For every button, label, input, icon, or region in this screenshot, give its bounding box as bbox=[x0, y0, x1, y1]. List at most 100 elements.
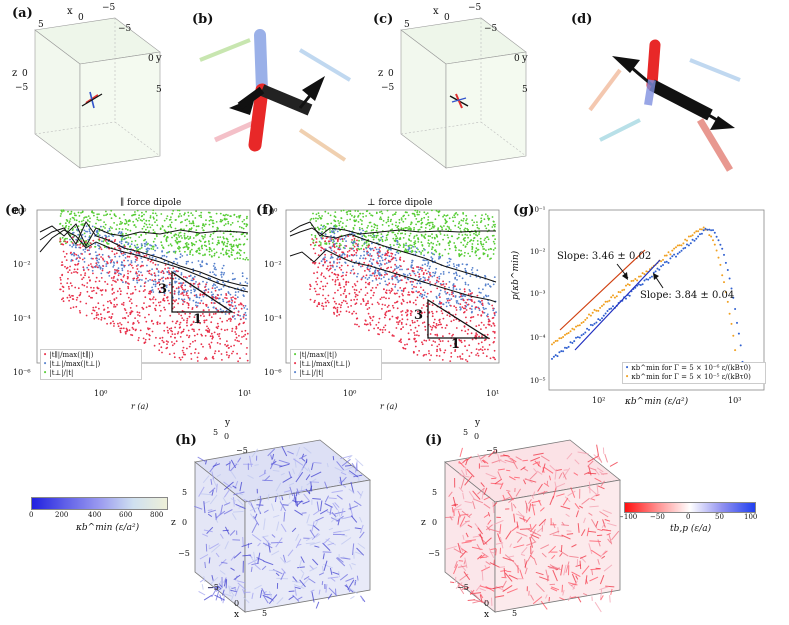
scatter-point bbox=[213, 262, 216, 265]
scatter-point bbox=[489, 285, 491, 287]
scatter-point bbox=[183, 228, 185, 231]
scatter-point bbox=[475, 332, 478, 334]
scatter-point bbox=[69, 213, 71, 216]
scatter-point bbox=[199, 294, 202, 297]
network-segment bbox=[318, 589, 321, 595]
scatter-point bbox=[181, 330, 184, 333]
scatter-point bbox=[134, 329, 137, 332]
scatter-point bbox=[107, 230, 109, 233]
scatter-point bbox=[315, 280, 317, 283]
distribution-point bbox=[662, 258, 664, 261]
scatter-point bbox=[409, 324, 412, 327]
network-segment bbox=[530, 594, 535, 601]
scatter-point bbox=[358, 239, 360, 242]
scatter-point bbox=[245, 217, 248, 220]
scatter-point bbox=[428, 303, 431, 305]
scatter-point bbox=[103, 309, 105, 311]
scatter-point bbox=[372, 258, 375, 261]
scatter-point bbox=[334, 307, 337, 310]
network-segment bbox=[529, 472, 537, 480]
network-segment bbox=[497, 471, 502, 480]
scatter-point bbox=[444, 218, 446, 221]
scatter-point bbox=[330, 238, 333, 240]
scatter-point bbox=[213, 230, 216, 233]
plot-f-tri-run: 1 bbox=[451, 337, 461, 352]
network-segment bbox=[581, 497, 590, 505]
scatter-point bbox=[69, 218, 72, 220]
scatter-point bbox=[205, 319, 208, 321]
scatter-point bbox=[396, 240, 399, 243]
network-segment bbox=[570, 596, 577, 599]
scatter-point bbox=[195, 250, 198, 253]
network-segment bbox=[222, 497, 228, 505]
scatter-point bbox=[380, 236, 383, 239]
scatter-point bbox=[125, 281, 127, 284]
scatter-point bbox=[417, 276, 420, 278]
scatter-point bbox=[361, 235, 364, 238]
scatter-point bbox=[331, 245, 334, 248]
scatter-point bbox=[233, 214, 236, 216]
scatter-point bbox=[95, 316, 98, 319]
network-segment bbox=[341, 476, 347, 484]
scatter-point bbox=[482, 288, 484, 291]
scatter-point bbox=[231, 272, 234, 275]
scatter-point bbox=[105, 265, 108, 267]
scatter-point bbox=[451, 291, 453, 293]
scatter-point bbox=[452, 295, 455, 297]
scatter-point bbox=[407, 214, 410, 217]
scatter-point bbox=[214, 284, 217, 286]
network-segment bbox=[325, 584, 328, 593]
scatter-point bbox=[414, 334, 416, 336]
network-segment bbox=[560, 505, 571, 510]
scatter-point bbox=[191, 277, 194, 280]
network-segment bbox=[545, 569, 549, 580]
scatter-point bbox=[205, 303, 208, 306]
scatter-point bbox=[396, 292, 398, 295]
network-segment bbox=[591, 549, 601, 557]
scatter-point bbox=[349, 234, 352, 236]
scatter-point bbox=[421, 234, 423, 237]
scatter-point bbox=[429, 274, 432, 277]
scatter-point bbox=[348, 210, 350, 212]
scatter-point bbox=[480, 341, 483, 344]
scatter-point bbox=[92, 289, 95, 292]
scatter-point bbox=[341, 238, 344, 241]
scatter-point bbox=[463, 339, 466, 342]
scatter-point bbox=[132, 328, 135, 330]
scatter-point bbox=[177, 331, 180, 333]
scatter-point bbox=[346, 302, 348, 305]
scatter-point bbox=[232, 235, 234, 238]
scatter-point bbox=[365, 230, 368, 233]
distribution-point bbox=[649, 268, 651, 271]
scatter-point bbox=[220, 220, 223, 223]
scatter-point bbox=[492, 240, 495, 243]
scatter-point bbox=[190, 228, 192, 231]
scatter-point bbox=[335, 237, 337, 240]
distribution-point bbox=[573, 340, 576, 343]
scatter-point bbox=[493, 332, 496, 334]
scatter-point bbox=[104, 240, 107, 242]
scatter-point bbox=[199, 263, 202, 266]
scatter-point bbox=[413, 285, 415, 288]
distribution-point bbox=[599, 306, 602, 309]
scatter-point bbox=[405, 323, 408, 326]
scatter-point bbox=[341, 240, 344, 243]
scatter-point bbox=[336, 265, 338, 268]
scatter-point bbox=[409, 274, 412, 277]
scatter-point bbox=[144, 296, 147, 299]
scatter-point bbox=[104, 290, 107, 292]
network-segment bbox=[556, 493, 565, 497]
scatter-point bbox=[163, 299, 166, 302]
distribution-point bbox=[630, 280, 633, 282]
scatter-point bbox=[389, 229, 392, 232]
scatter-point bbox=[228, 347, 230, 349]
scatter-point bbox=[127, 259, 129, 262]
scatter-point bbox=[372, 233, 374, 236]
scatter-point bbox=[483, 218, 486, 221]
distribution-point bbox=[584, 318, 587, 321]
scatter-point bbox=[423, 354, 426, 356]
scatter-point bbox=[447, 242, 450, 245]
scatter-point bbox=[237, 310, 240, 312]
scatter-point bbox=[154, 274, 156, 277]
scatter-point bbox=[333, 311, 335, 314]
